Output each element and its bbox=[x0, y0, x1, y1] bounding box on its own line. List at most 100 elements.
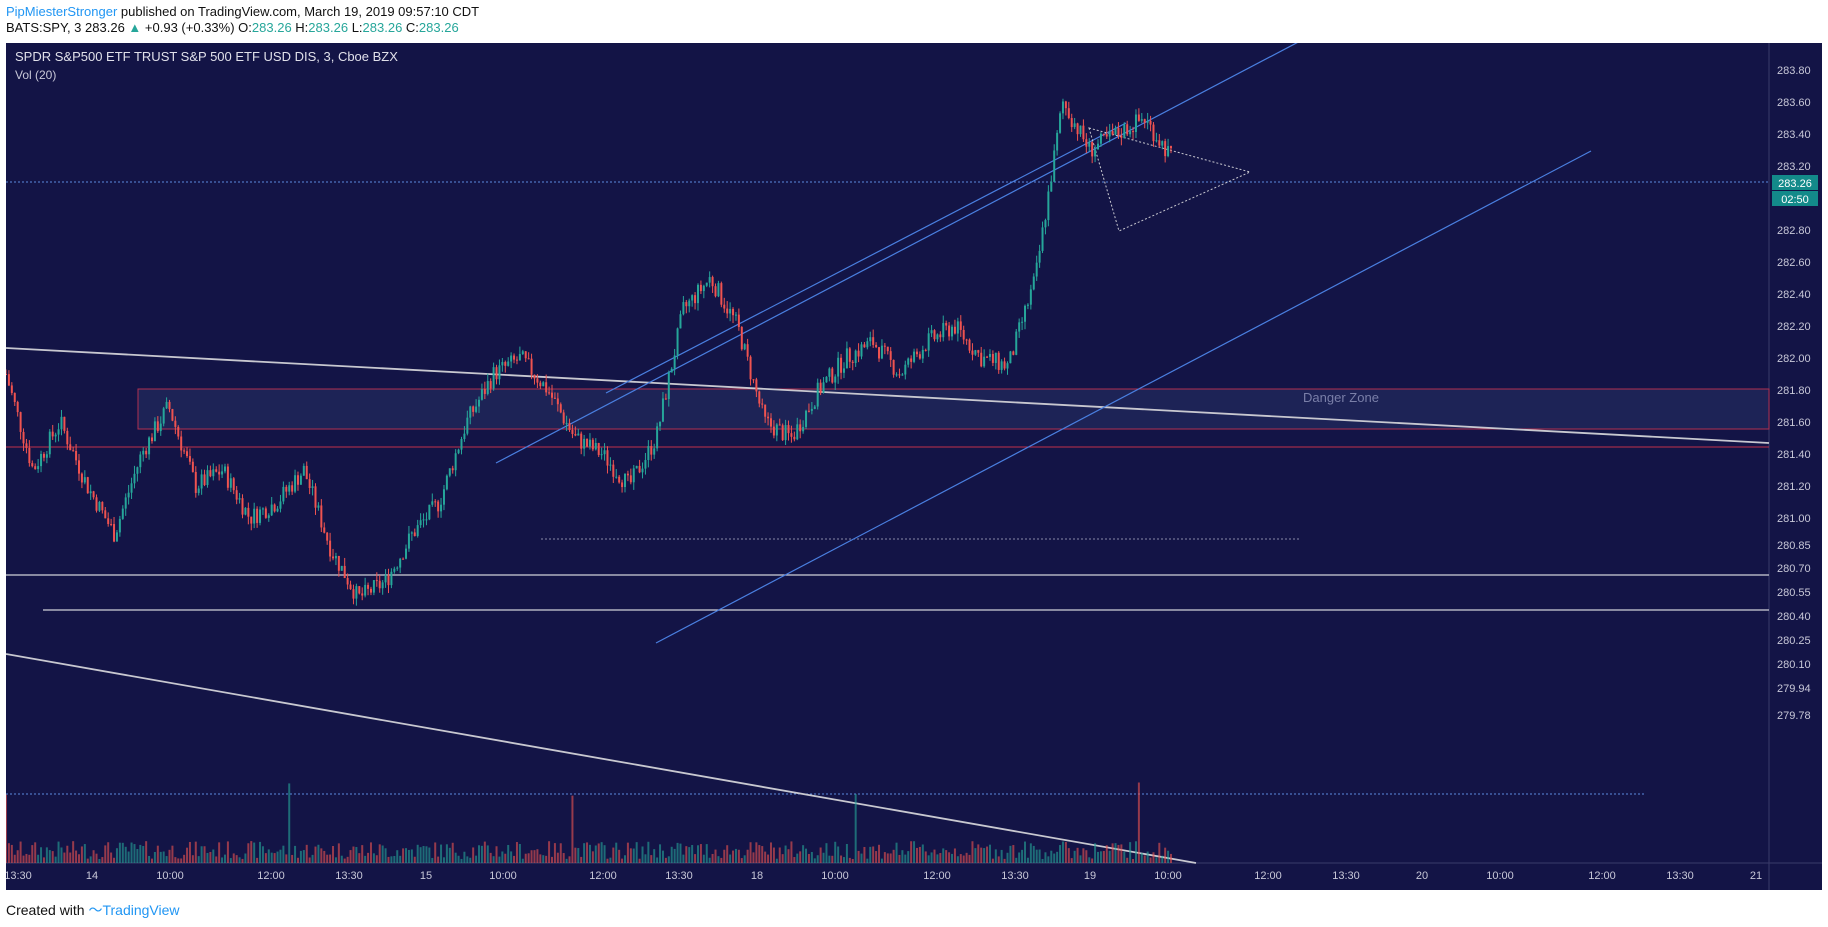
time-tick-label: 10:00 bbox=[1154, 870, 1182, 882]
candle-body bbox=[492, 367, 495, 389]
volume-bar bbox=[930, 852, 933, 863]
volume-bar bbox=[13, 854, 16, 863]
volume-bar bbox=[515, 842, 518, 863]
chart-svg[interactable]: Danger Zone 283.80 283.60 283.40 283.20 283.… bbox=[6, 43, 1822, 890]
volume-bar bbox=[1024, 841, 1027, 863]
candle-body bbox=[159, 423, 162, 432]
candle-body bbox=[390, 571, 393, 586]
candle-body bbox=[285, 486, 288, 492]
volume-bar bbox=[994, 849, 997, 863]
candle-body bbox=[136, 467, 139, 474]
candle-body bbox=[63, 416, 66, 431]
candle-body bbox=[51, 431, 54, 437]
volume-bar bbox=[86, 858, 89, 863]
volume-bar bbox=[875, 851, 878, 863]
candle-body bbox=[837, 357, 840, 377]
channel-top-2[interactable] bbox=[605, 122, 1127, 394]
volume-bar bbox=[1158, 842, 1161, 863]
candle-body bbox=[194, 471, 197, 493]
lower-trendline[interactable] bbox=[6, 653, 1197, 864]
volume-bar bbox=[218, 842, 221, 863]
volume-label: Vol (20) bbox=[15, 68, 56, 82]
volume-bar bbox=[594, 845, 597, 863]
candle-body bbox=[156, 421, 159, 432]
candle-body bbox=[965, 339, 968, 341]
volume-bar bbox=[580, 856, 583, 863]
volume-bar bbox=[737, 849, 740, 863]
candle-body bbox=[1085, 139, 1088, 147]
volume-bar bbox=[177, 858, 180, 863]
volume-bar bbox=[54, 856, 57, 863]
volume-bar bbox=[918, 846, 921, 863]
volume-bar bbox=[708, 857, 711, 863]
volume-bar bbox=[115, 848, 118, 863]
candle-body bbox=[784, 425, 787, 441]
price-tick-label: 281.20 bbox=[1777, 481, 1811, 493]
volume-bar bbox=[863, 846, 866, 863]
candle-body bbox=[667, 372, 670, 400]
volume-bar bbox=[880, 858, 883, 863]
candle-body bbox=[247, 507, 250, 517]
candle-body bbox=[1035, 262, 1038, 277]
candle-body bbox=[232, 478, 235, 491]
volume-bar bbox=[422, 846, 425, 863]
volume-bar bbox=[343, 858, 346, 863]
upper-trendline[interactable] bbox=[6, 347, 1770, 444]
candle-body bbox=[717, 283, 720, 297]
candle-body bbox=[1114, 127, 1117, 135]
price-axis[interactable]: 283.80283.60283.40283.20283.00282.80282.… bbox=[1777, 65, 1811, 722]
volume-bar bbox=[971, 841, 974, 863]
channel-top-1[interactable] bbox=[495, 43, 1306, 464]
danger-zone-box[interactable] bbox=[137, 388, 1770, 430]
candle-body bbox=[743, 344, 746, 350]
candle-body bbox=[883, 345, 886, 347]
volume-bar bbox=[1129, 842, 1132, 863]
volume-bar bbox=[1143, 855, 1146, 863]
candle-body bbox=[746, 344, 749, 357]
volume-bar bbox=[183, 854, 186, 863]
volume-bar bbox=[959, 854, 962, 863]
volume-bar bbox=[609, 857, 612, 863]
volume-bar bbox=[729, 854, 732, 863]
candle-body bbox=[647, 446, 650, 461]
volume-bar bbox=[965, 852, 968, 863]
volume-bar bbox=[1038, 849, 1041, 863]
author-link[interactable]: PipMiesterStronger bbox=[6, 4, 118, 19]
candle-body bbox=[638, 465, 641, 473]
volume-bar bbox=[410, 849, 413, 863]
candle-body bbox=[188, 456, 191, 462]
chart-area[interactable]: Danger Zone 283.80 283.60 283.40 283.20 283.… bbox=[6, 43, 1822, 890]
candle-body bbox=[656, 426, 659, 449]
close-value: 283.26 bbox=[418, 20, 459, 35]
volume-bar bbox=[174, 857, 177, 863]
candle-body bbox=[148, 437, 151, 455]
volume-bar bbox=[77, 854, 80, 863]
volume-bar bbox=[606, 858, 609, 863]
volume-bar bbox=[25, 853, 28, 863]
candle-body bbox=[113, 524, 116, 542]
time-axis[interactable]: 13:30 14 10:00 12:00 13:30 15 10:00 12:00 13:30 1… bbox=[6, 870, 1762, 882]
tradingview-logo-icon[interactable]: 〜 bbox=[88, 902, 103, 918]
candle-body bbox=[369, 588, 372, 593]
candle-body bbox=[769, 418, 772, 427]
candle-body bbox=[311, 486, 314, 489]
volume-bar bbox=[553, 843, 556, 863]
volume-bar bbox=[390, 856, 393, 863]
candle-body bbox=[1056, 132, 1059, 151]
candle-body bbox=[927, 333, 930, 351]
time-tick-label: 12:00 bbox=[589, 870, 617, 882]
candle-body bbox=[521, 351, 524, 355]
candle-body bbox=[191, 461, 194, 472]
triangle-pattern[interactable] bbox=[1088, 127, 1252, 232]
volume-bar bbox=[440, 844, 443, 863]
volume-bar bbox=[445, 844, 448, 863]
candle-body bbox=[583, 438, 586, 449]
volume-bar bbox=[194, 841, 197, 863]
channel-bottom[interactable] bbox=[655, 150, 1592, 644]
volume-bar bbox=[197, 856, 200, 863]
volume-bar bbox=[807, 853, 810, 863]
candle-body bbox=[603, 450, 606, 455]
volume-bar bbox=[688, 847, 691, 863]
tradingview-link[interactable]: TradingView bbox=[102, 902, 180, 918]
volume-bar bbox=[80, 846, 83, 863]
